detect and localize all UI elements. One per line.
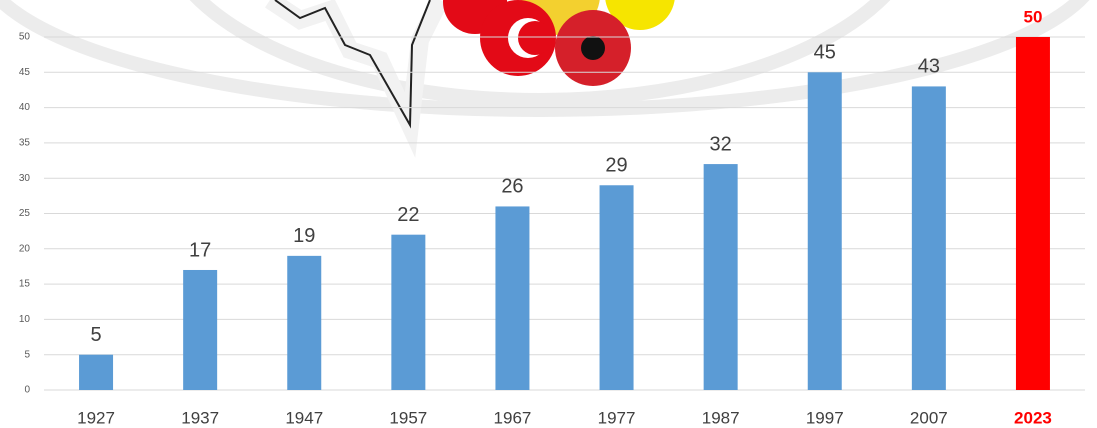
y-tick-label: 0 <box>24 385 30 396</box>
bar <box>807 72 842 391</box>
bar <box>79 354 114 390</box>
value-label: 26 <box>501 176 523 198</box>
value-label: 29 <box>605 155 627 177</box>
y-tick-label: 30 <box>19 173 31 184</box>
bar <box>703 164 738 390</box>
y-tick-label: 35 <box>19 138 31 149</box>
x-tick-label: 1937 <box>181 408 219 427</box>
value-label: 32 <box>710 133 732 155</box>
x-tick-label: 1947 <box>285 408 323 427</box>
x-tick-label: 2007 <box>910 408 948 427</box>
value-label: 45 <box>814 42 836 64</box>
value-label: 19 <box>293 225 315 247</box>
y-tick-label: 15 <box>19 279 31 290</box>
bar <box>391 234 426 390</box>
value-label: 22 <box>397 204 419 226</box>
x-tick-label: 2023 <box>1014 408 1052 427</box>
background-decoration <box>0 0 1090 158</box>
x-tick-label: 1987 <box>702 408 740 427</box>
value-label: 50 <box>1023 7 1042 26</box>
x-tick-label: 1997 <box>806 408 844 427</box>
x-tick-label: 1927 <box>77 408 115 427</box>
crack-line <box>274 0 431 129</box>
y-tick-label: 20 <box>19 243 31 254</box>
y-tick-label: 25 <box>19 208 31 219</box>
bar <box>287 255 322 390</box>
bar <box>495 206 530 390</box>
bar <box>911 86 946 391</box>
x-tick-label: 1967 <box>494 408 532 427</box>
bar <box>599 185 634 390</box>
y-tick-label: 40 <box>19 102 31 113</box>
value-label: 5 <box>90 324 101 346</box>
value-label: 43 <box>918 56 940 78</box>
y-tick-label: 5 <box>24 349 30 360</box>
x-tick-label: 1977 <box>598 408 636 427</box>
x-tick-label: 1957 <box>389 408 427 427</box>
flag-balls <box>443 0 675 86</box>
bar <box>183 269 218 390</box>
y-tick-label: 10 <box>19 314 31 325</box>
y-tick-label: 45 <box>19 67 31 78</box>
bar <box>1015 37 1050 390</box>
value-label: 17 <box>189 239 211 261</box>
y-tick-label: 50 <box>19 32 31 43</box>
